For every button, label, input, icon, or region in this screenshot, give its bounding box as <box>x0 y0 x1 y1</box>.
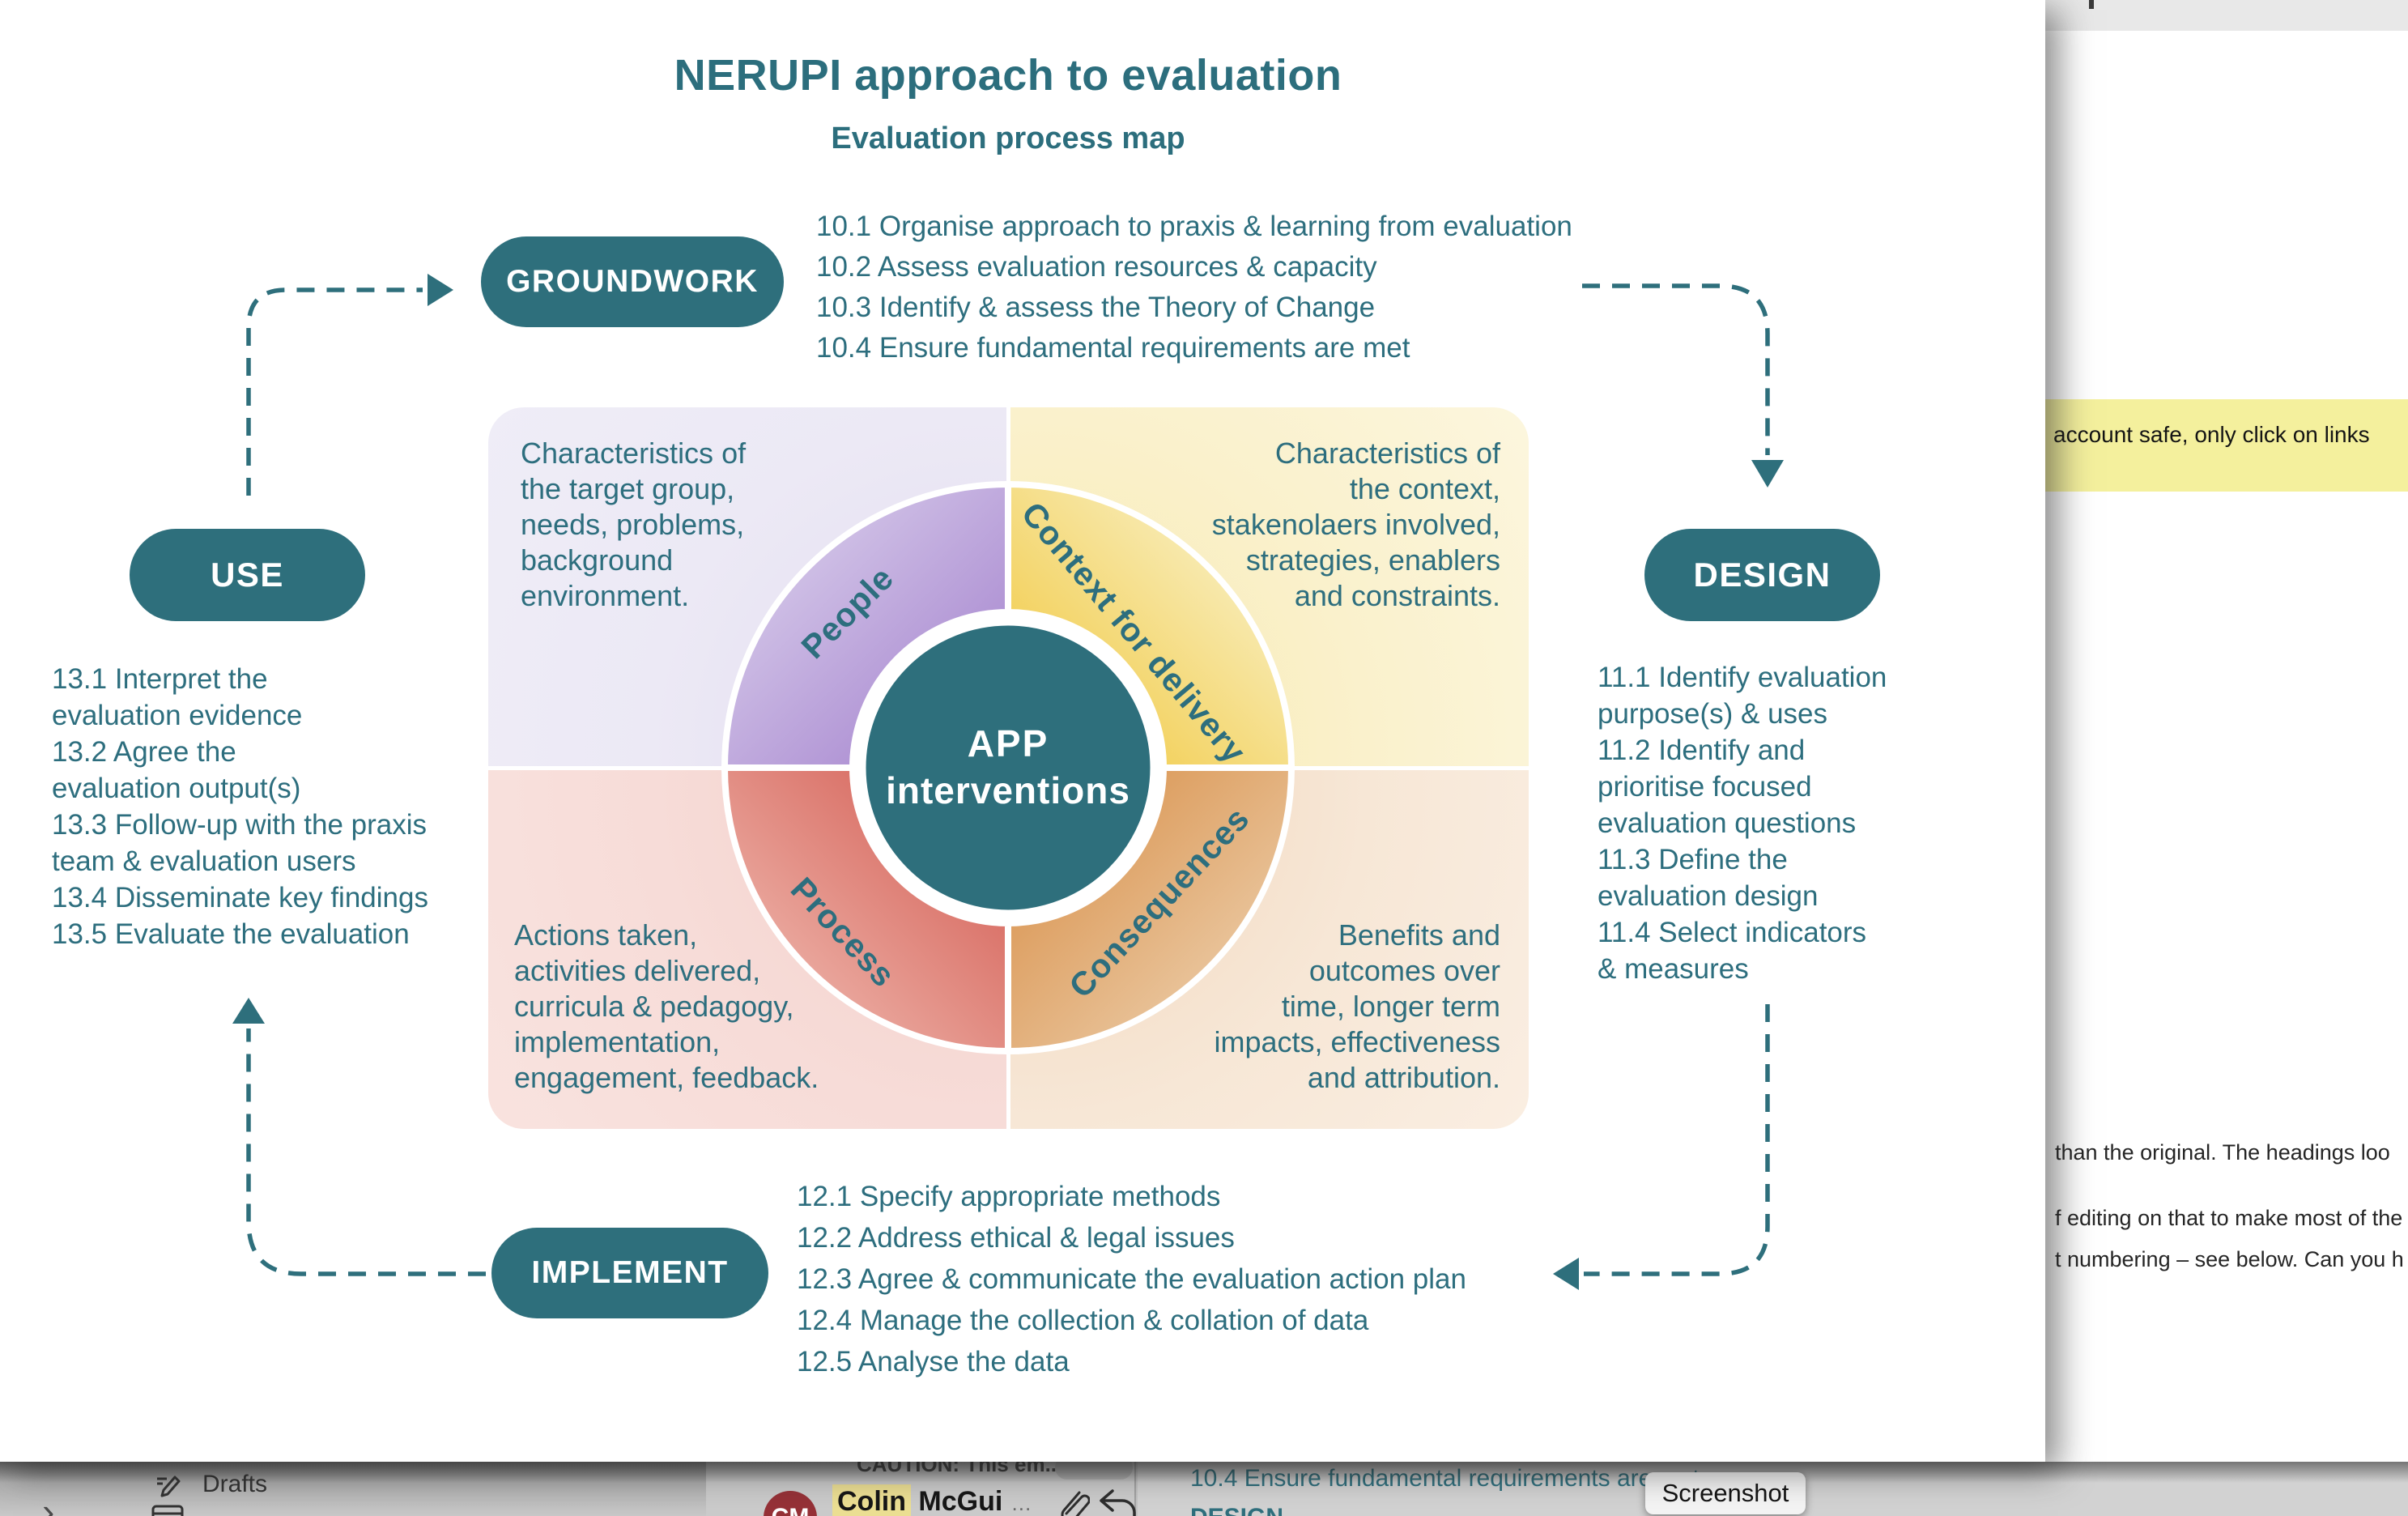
sender-highlight: Colin <box>832 1484 911 1516</box>
process-description: Actions taken, activities delivered, cur… <box>514 918 819 1094</box>
people-description: Characteristics of the target group, nee… <box>521 436 747 612</box>
groundwork-task-list: 10.1 Organise approach to praxis & learn… <box>816 207 1572 368</box>
wheel-segment-consequences <box>1005 764 1295 1055</box>
list-item: 13.4 Disseminate key findings <box>52 882 428 913</box>
ellipsis: … <box>1010 1491 1032 1515</box>
sidebar-item-drafts[interactable]: Drafts <box>152 1468 267 1501</box>
email-body-line: than the original. The headings loo <box>2055 1140 2390 1165</box>
reading-pane-text: 10.4 Ensure fundamental requirements are… <box>1190 1465 1700 1492</box>
clipped-glyph-fragment <box>2089 0 2094 9</box>
chevron-right-icon[interactable]: › <box>42 1490 55 1516</box>
list-item-sender[interactable]: Colin McGui … <box>832 1484 1032 1516</box>
list-item: 10.2 Assess evaluation resources & capac… <box>816 251 1377 283</box>
arrow-implement-to-use <box>246 1028 486 1276</box>
list-item: 12.4 Manage the collection & collation o… <box>797 1305 1369 1336</box>
wheel-segment-people <box>721 480 1011 771</box>
pencil-icon <box>157 1476 181 1497</box>
email-body-line: t numbering – see below. Can you h <box>2055 1247 2404 1271</box>
list-item: 13.3 Follow-up with the praxis team & ev… <box>52 809 427 877</box>
wheel-center-line2: interventions <box>886 769 1130 811</box>
wheel-center-line1: APP <box>968 722 1049 764</box>
list-item: 12.1 Specify appropriate methods <box>797 1181 1221 1212</box>
arrow-use-to-groundwork <box>246 287 423 496</box>
list-item: 11.3 Define the evaluation design <box>1598 844 1819 912</box>
context-description: Characteristics of the context, stakenol… <box>1211 436 1500 612</box>
reading-pane-heading: DESIGN <box>1190 1504 1283 1516</box>
page-title: NERUPI approach to evaluation <box>674 51 1342 100</box>
archive-box-icon[interactable] <box>151 1504 185 1516</box>
caution-banner-text: account safe, only click on links <box>2053 422 2370 447</box>
list-item: 10.1 Organise approach to praxis & learn… <box>816 211 1572 242</box>
list-item: 10.3 Identify & assess the Theory of Cha… <box>816 292 1376 323</box>
arrowhead-down <box>1751 460 1784 488</box>
background-titlebar-strip <box>2045 0 2408 31</box>
arrow-groundwork-to-design <box>1582 283 1770 455</box>
implement-task-list: 12.1 Specify appropriate methods 12.2 Ad… <box>797 1176 1466 1382</box>
document-preview-window: NERUPI approach to evaluation Evaluation… <box>52 51 1887 1382</box>
evaluation-wheel: APP interventions <box>721 480 1295 1055</box>
paperclip-icon <box>1061 1491 1090 1516</box>
list-item: 12.2 Address ethical & legal issues <box>797 1222 1235 1254</box>
list-item: 12.5 Analyse the data <box>797 1346 1070 1378</box>
list-item: 11.1 Identify evaluation purpose(s) & us… <box>1598 662 1887 730</box>
page-subtitle: Evaluation process map <box>831 121 1185 155</box>
mail-sidebar <box>0 1462 706 1516</box>
mail-app-bottom-strip: Drafts › CAUTION: This em... CM Colin Mc… <box>0 1452 2408 1516</box>
screenshot-button[interactable]: Screenshot <box>1645 1472 1806 1514</box>
caution-banner: account safe, only click on links <box>2045 399 2408 492</box>
list-item: 13.2 Agree the evaluation output(s) <box>52 736 301 804</box>
list-item: 13.5 Evaluate the evaluation <box>52 918 410 950</box>
arrowhead-up <box>232 998 265 1024</box>
sidebar-item-label: Drafts <box>202 1471 268 1497</box>
wheel-segment-process <box>721 764 1011 1055</box>
list-item: 10.4 Ensure fundamental requirements are… <box>816 332 1410 364</box>
stage-pill-implement: IMPLEMENT <box>491 1228 768 1318</box>
arrow-design-to-implement <box>1584 1004 1770 1276</box>
arrowhead-right <box>428 274 453 306</box>
wheel-segment-context <box>1005 480 1295 771</box>
arrowhead-left <box>1553 1258 1579 1290</box>
stage-pill-groundwork: GROUNDWORK <box>481 236 784 327</box>
use-task-list: 13.1 Interpret the evaluation evidence 1… <box>52 661 428 952</box>
list-item: 11.2 Identify and prioritise focused eva… <box>1598 735 1857 839</box>
stage-pill-design: DESIGN <box>1644 529 1880 621</box>
design-task-list: 11.1 Identify evaluation purpose(s) & us… <box>1598 659 1887 987</box>
reply-arrow-icon[interactable] <box>1098 1489 1137 1516</box>
sender-rest: McGui <box>910 1486 1003 1516</box>
list-item: 11.4 Select indicators & measures <box>1598 917 1867 985</box>
wheel-center-circle <box>853 613 1163 922</box>
list-item: 13.1 Interpret the evaluation evidence <box>52 663 303 731</box>
consequences-description: Benefits and outcomes over time, longer … <box>1214 918 1501 1094</box>
email-body-line: f editing on that to make most of the <box>2055 1206 2403 1230</box>
stage-pill-use: USE <box>130 529 365 621</box>
list-item: 12.3 Agree & communicate the evaluation … <box>797 1263 1466 1295</box>
